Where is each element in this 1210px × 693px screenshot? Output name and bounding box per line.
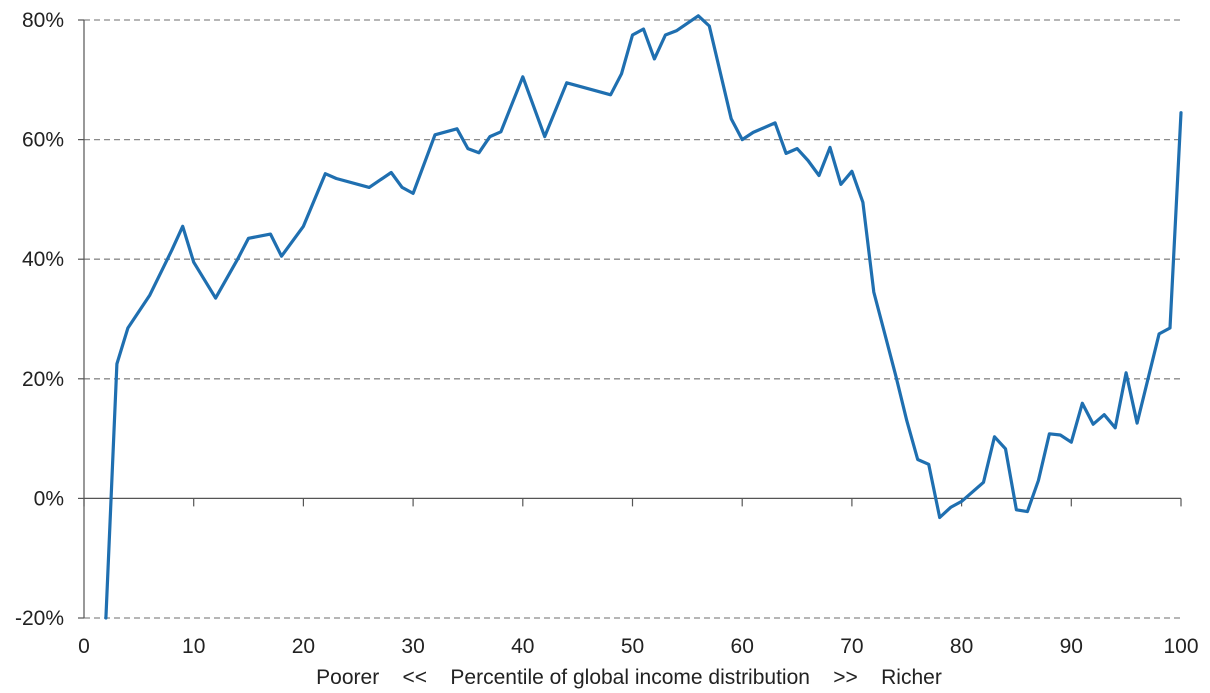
series-line [104,14,1183,620]
tick-labels: -20% 0% 20% 40% 60% 80% 0 10 20 30 40 50 60 70 80 90 100 [15,9,1199,658]
y-tick-label: 60% [22,129,64,152]
x-tick-label: 30 [401,635,424,658]
y-tick-label: 0% [34,487,64,510]
x-tick-label: 100 [1163,635,1198,658]
x-tick-label: 10 [182,635,205,658]
x-axis-label: Poorer << Percentile of global income di… [316,666,942,689]
y-tick-label: 40% [22,248,64,271]
x-tick-label: 60 [731,635,754,658]
y-tick-label: 20% [22,368,64,391]
x-tick-label: 0 [78,635,90,658]
x-tick-label: 50 [621,635,644,658]
series [104,14,1183,620]
gridlines [84,19,1181,619]
y-tick-label: -20% [15,607,64,630]
x-tick-label: 20 [292,635,315,658]
x-tick-label: 40 [511,635,534,658]
y-tick-label: 80% [22,9,64,32]
x-tick-label: 80 [950,635,973,658]
x-tick-label: 90 [1060,635,1083,658]
axes [78,19,1182,619]
x-tick-label: 70 [840,635,863,658]
